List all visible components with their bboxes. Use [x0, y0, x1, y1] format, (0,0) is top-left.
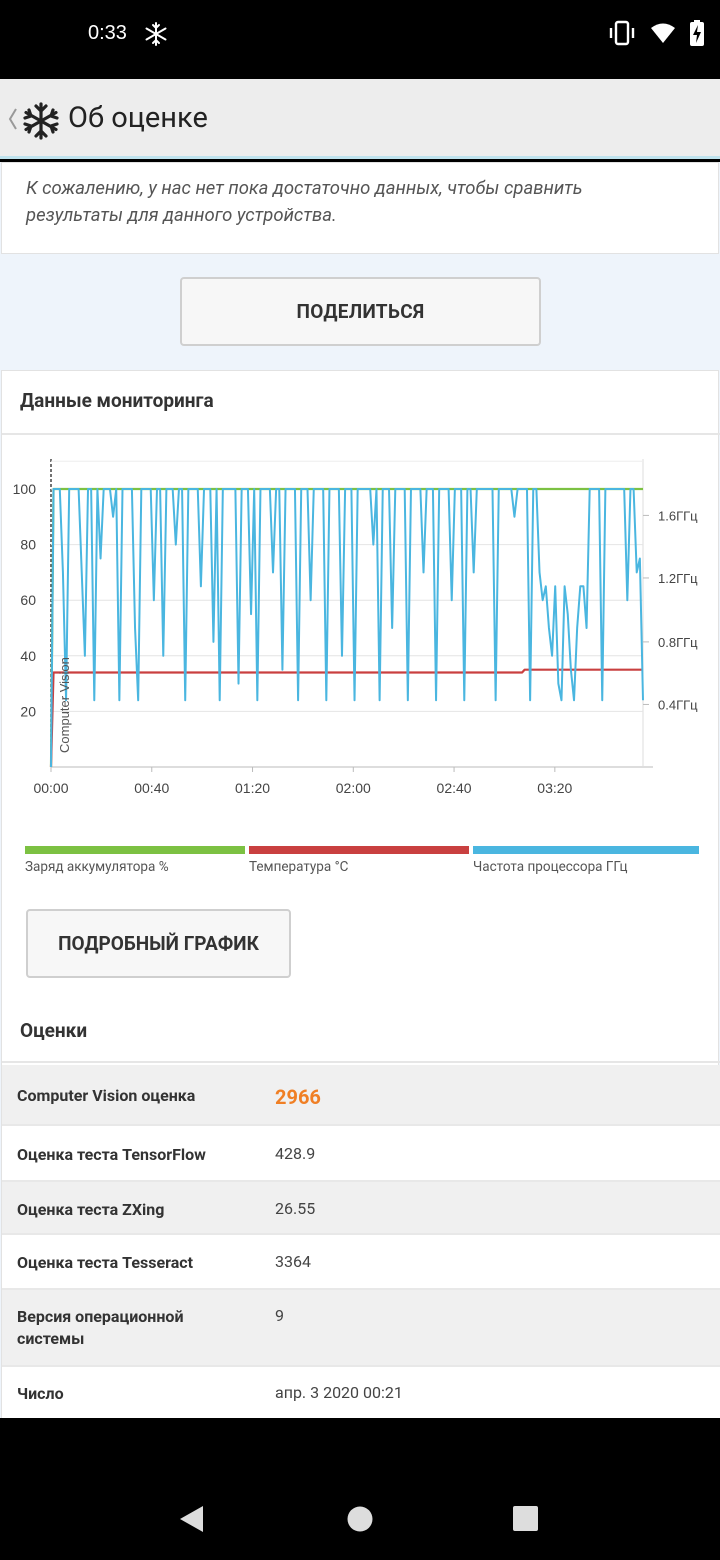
legend-temperature: Температура °C [249, 846, 469, 875]
y-left-tick-label: 100 [13, 481, 37, 497]
legend-swatch [25, 846, 245, 854]
score-value: 428.9 [275, 1144, 316, 1163]
legend-battery: Заряд аккумулятора % [25, 846, 245, 875]
score-row-zxing: Оценка теста ZXing 26.55 [2, 1182, 720, 1235]
y-left-tick-label: 80 [20, 537, 36, 553]
row-divider [2, 1288, 720, 1290]
legend-label: Заряд аккумулятора % [25, 859, 169, 875]
scores-title: Оценки [20, 1019, 88, 1042]
recents-nav-icon[interactable] [512, 1505, 539, 1532]
x-tick-label: 00:00 [33, 780, 68, 796]
score-label: Оценка теста TensorFlow [17, 1145, 206, 1164]
score-value: апр. 3 2020 00:21 [275, 1383, 403, 1402]
row-divider [2, 1180, 720, 1182]
legend-swatch [249, 846, 469, 854]
x-tick-label: 00:40 [134, 780, 169, 796]
status-time: 0:33 [88, 22, 127, 44]
row-divider [2, 1124, 720, 1126]
y-right-tick-label: 1.6ГГц [658, 508, 698, 523]
legend-swatch [473, 846, 699, 854]
legend-label: Частота процессора ГГц [473, 859, 628, 875]
row-divider [2, 1365, 720, 1367]
notice-card: К сожалению, у нас нет пока достаточно д… [1, 162, 719, 254]
navigation-bar [0, 1418, 720, 1560]
app-bar [0, 79, 720, 159]
score-row-cv: Computer Vision оценка 2966 [2, 1065, 720, 1126]
series-line-3 [50, 488, 644, 768]
battery-charging-icon [690, 20, 704, 46]
score-label: Число [17, 1384, 64, 1403]
x-tick-label: 01:20 [235, 780, 270, 796]
score-label: Computer Vision оценка [17, 1086, 196, 1105]
share-button[interactable]: ПОДЕЛИТЬСЯ [180, 277, 541, 346]
x-tick-label: 02:00 [336, 780, 371, 796]
back-nav-icon[interactable] [177, 1504, 207, 1534]
notice-text: К сожалению, у нас нет пока достаточно д… [26, 177, 583, 226]
chart-annotation: Computer Vision [57, 657, 72, 753]
y-right-tick-label: 0.4ГГц [658, 697, 698, 712]
score-value: 26.55 [275, 1199, 316, 1218]
score-value: 2966 [275, 1085, 321, 1109]
vibrate-icon [609, 20, 635, 46]
x-tick-label: 03:20 [537, 780, 572, 796]
score-row-os-version: Версия операционной системы 9 [2, 1290, 720, 1367]
wifi-icon [651, 23, 675, 43]
score-row-tensorflow: Оценка теста TensorFlow 428.9 [2, 1126, 720, 1182]
score-value: 3364 [275, 1252, 311, 1271]
home-nav-icon[interactable] [346, 1505, 374, 1533]
snowflake-icon [145, 22, 167, 46]
detailed-chart-button[interactable]: ПОДРОБНЫЙ ГРАФИК [26, 909, 291, 978]
series-line-2 [49, 668, 643, 768]
monitoring-chart: 100 80 60 40 20 1.6ГГц 1.2ГГц 0.8ГГц 0.4ГГц 00:00… [13, 459, 699, 796]
legend-label: Температура °C [249, 859, 349, 875]
chart-ticks: 100 80 60 40 20 1.6ГГц 1.2ГГц 0.8ГГц 0.4ГГц 00:00… [13, 481, 699, 796]
x-tick-label: 02:40 [437, 780, 472, 796]
monitoring-title: Данные мониторинга [20, 389, 214, 412]
score-label: Версия операционной системы [17, 1307, 184, 1348]
y-left-tick-label: 20 [20, 703, 36, 719]
y-right-tick-label: 0.8ГГц [658, 635, 698, 650]
page-title: Об оценке [68, 101, 208, 135]
app-logo-icon [23, 102, 59, 140]
row-divider [2, 1233, 720, 1235]
score-value: 9 [275, 1306, 284, 1325]
status-bar: 0:33 [0, 0, 720, 79]
score-label: Оценка теста Tesseract [17, 1253, 194, 1272]
y-right-tick-label: 1.2ГГц [658, 571, 698, 586]
score-label: Оценка теста ZXing [17, 1200, 165, 1219]
divider [2, 1061, 720, 1063]
chart-series [49, 487, 644, 768]
score-row-date: Число апр. 3 2020 00:21 [2, 1367, 720, 1418]
content-area[interactable]: К сожалению, у нас нет пока достаточно д… [0, 162, 720, 1418]
divider [2, 433, 720, 435]
status-icons [608, 20, 704, 46]
y-left-tick-label: 60 [20, 592, 36, 608]
legend-cpu-frequency: Частота процессора ГГц [473, 846, 699, 875]
score-row-tesseract: Оценка теста Tesseract 3364 [2, 1235, 720, 1290]
y-left-tick-label: 40 [20, 648, 36, 664]
monitoring-card: Данные мониторинга 100 80 60 40 20 1.6ГГц 1.2Г… [1, 370, 720, 1418]
back-chevron-icon[interactable] [6, 105, 18, 133]
